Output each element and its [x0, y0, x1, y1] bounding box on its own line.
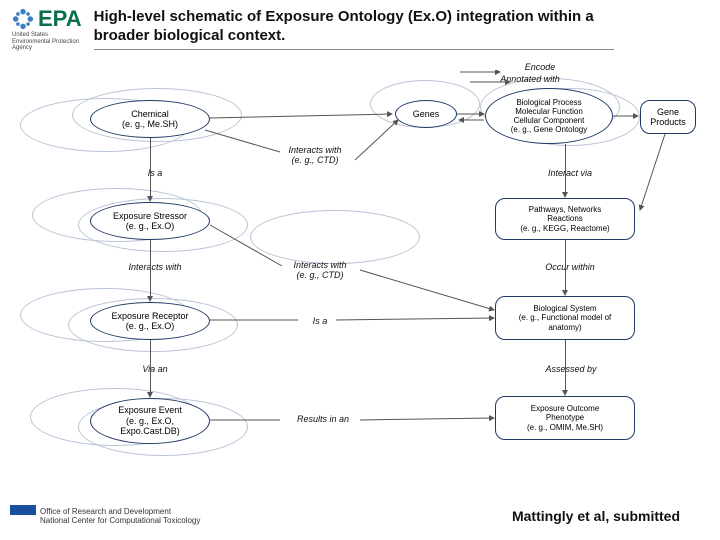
footer-left: Office of Research and Development Natio…	[40, 507, 200, 526]
epa-wordmark: EPA	[38, 8, 82, 30]
footer-accent-bar	[10, 505, 36, 515]
diagram-canvas: Chemical(e. g., Me.SH) Genes Biological …	[0, 70, 720, 500]
page-title: High-level schematic of Exposure Ontolog…	[94, 8, 614, 50]
footer-line1: Office of Research and Development	[40, 507, 200, 517]
epa-logo: EPA United StatesEnvironmental Protectio…	[12, 8, 82, 52]
footer-line2: National Center for Computational Toxico…	[40, 516, 200, 526]
connector-lines	[0, 70, 720, 490]
epa-subtitle: United StatesEnvironmental ProtectionAge…	[12, 32, 79, 52]
footer-attribution: Mattingly et al, submitted	[512, 508, 680, 524]
header: EPA United StatesEnvironmental Protectio…	[0, 0, 720, 56]
epa-flower-icon	[12, 8, 34, 30]
